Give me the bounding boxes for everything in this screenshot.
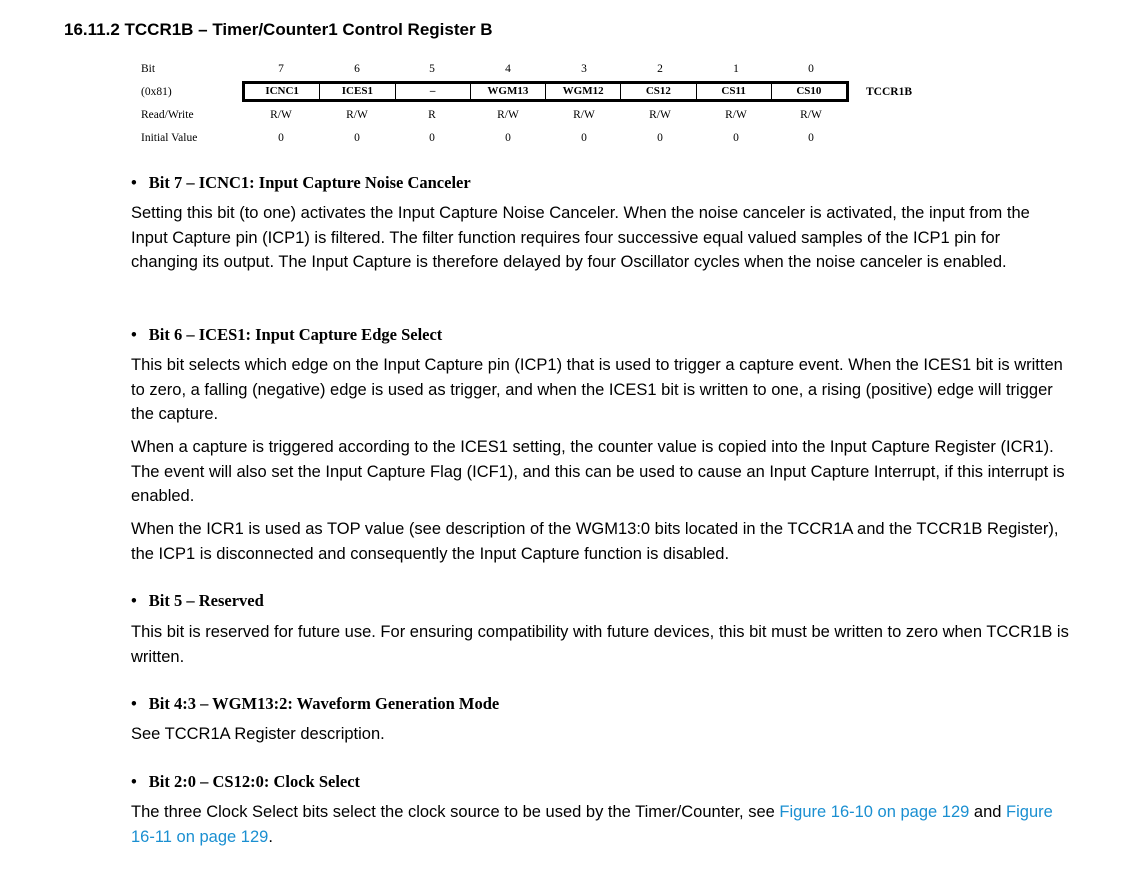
bullet-icon: •	[131, 694, 137, 713]
initial-value: 0	[581, 132, 587, 144]
bit-name: ICES1	[320, 84, 396, 99]
section-title-text: Bit 6 – ICES1: Input Capture Edge Select	[148, 325, 443, 344]
section-title-bit20: • Bit 2:0 – CS12:0: Clock Select	[131, 772, 360, 792]
register-bit-box: ICNC1 ICES1 – WGM13 WGM12 CS12 CS11 CS10	[242, 81, 849, 102]
figure-link[interactable]: Figure 16-10 on page 129	[779, 803, 970, 821]
initial-value: 0	[278, 132, 284, 144]
register-name: TCCR1B	[866, 86, 913, 98]
section-title-bit7: • Bit 7 – ICNC1: Input Capture Noise Canc…	[131, 173, 471, 193]
section-title-text: Bit 4:3 – WGM13:2: Waveform Generation M…	[148, 694, 500, 713]
rw-value: R/W	[497, 109, 519, 121]
paragraph: Setting this bit (to one) activates the …	[131, 204, 1030, 271]
bit-name: CS10	[796, 85, 822, 97]
rw-value: R/W	[573, 109, 595, 121]
paragraph-clock-select: The three Clock Select bits select the c…	[131, 800, 1071, 849]
rw-value: R	[428, 109, 436, 121]
rw-value: R/W	[725, 109, 747, 121]
section-title-bit5: • Bit 5 – Reserved	[131, 591, 264, 611]
initial-value: 0	[808, 132, 814, 144]
bit-number: 7	[278, 63, 284, 75]
bit-name: CS11	[697, 84, 772, 99]
section-title-text: Bit 2:0 – CS12:0: Clock Select	[148, 772, 361, 791]
rw-value: R/W	[800, 109, 822, 121]
bit-number: 1	[733, 63, 739, 75]
paragraph: See TCCR1A Register description.	[131, 725, 385, 743]
paragraph: When the ICR1 is used as TOP value (see …	[131, 520, 1059, 563]
bullet-icon: •	[131, 591, 137, 610]
bit-number: 0	[808, 63, 814, 75]
bit-name: –	[396, 84, 471, 99]
bullet-icon: •	[131, 772, 137, 791]
initial-value: 0	[429, 132, 435, 144]
bit-number: 2	[657, 63, 663, 75]
section-heading: 16.11.2 TCCR1B – Timer/Counter1 Control …	[64, 20, 493, 39]
paragraph: This bit is reserved for future use. For…	[131, 623, 1069, 666]
rw-value: R/W	[649, 109, 671, 121]
figure-link[interactable]: Figure 16-11 on page 129	[131, 803, 1053, 846]
section-title-text: Bit 5 – Reserved	[148, 591, 264, 610]
row-label-bit: Bit	[141, 63, 156, 75]
bit-number: 4	[505, 63, 511, 75]
row-label-address: (0x81)	[141, 86, 172, 98]
bit-name: CS12	[621, 84, 697, 99]
bit-name: WGM12	[546, 84, 622, 99]
text-segment: The three Clock Select bits select the c…	[131, 803, 780, 821]
initial-value: 0	[657, 132, 663, 144]
bullet-icon: •	[131, 173, 137, 192]
text-segment: and	[969, 803, 1007, 821]
register-table: Bit (0x81) Read/Write Initial Value 7 6 …	[0, 0, 1122, 160]
rw-value: R/W	[270, 109, 292, 121]
initial-value: 0	[354, 132, 360, 144]
initial-value: 0	[505, 132, 511, 144]
bit-name: ICNC1	[245, 84, 321, 99]
paragraph: When a capture is triggered according to…	[131, 438, 1065, 505]
bullet-icon: •	[131, 325, 137, 344]
section-title-bit43: • Bit 4:3 – WGM13:2: Waveform Generation …	[131, 694, 499, 714]
bit-number: 6	[354, 63, 360, 75]
bit-number: 3	[581, 63, 587, 75]
paragraph: This bit selects which edge on the Input…	[131, 356, 1063, 423]
row-label-rw: Read/Write	[141, 109, 194, 121]
rw-value: R/W	[346, 109, 368, 121]
row-label-initial: Initial Value	[141, 132, 198, 144]
bit-number: 5	[429, 63, 435, 75]
section-title-bit6: • Bit 6 – ICES1: Input Capture Edge Selec…	[131, 325, 442, 345]
section-title-text: Bit 7 – ICNC1: Input Capture Noise Cance…	[148, 173, 471, 192]
initial-value: 0	[733, 132, 739, 144]
bit-name: WGM13	[471, 84, 546, 99]
text-segment: .	[268, 827, 273, 846]
